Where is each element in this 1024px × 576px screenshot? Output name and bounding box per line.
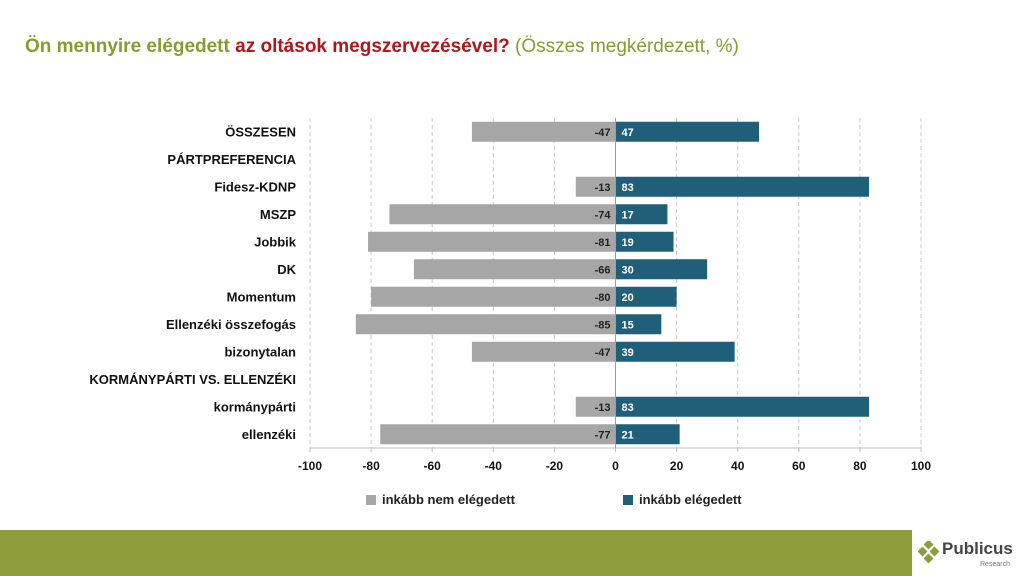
data-label-negative-7: -85 bbox=[595, 319, 611, 331]
title-part-1: Ön mennyire elégedett bbox=[25, 36, 236, 57]
data-label-positive-10: 83 bbox=[622, 402, 634, 414]
data-label-negative-2: -13 bbox=[595, 182, 611, 194]
data-label-negative-3: -74 bbox=[595, 209, 612, 221]
bar-positive-2 bbox=[615, 176, 870, 197]
x-tick-label-4: -20 bbox=[546, 459, 564, 473]
category-label-7: Ellenzéki összefogás bbox=[166, 317, 296, 332]
chart-title: Ön mennyire elégedett az oltások megszer… bbox=[25, 36, 739, 58]
bar-positive-10 bbox=[615, 396, 870, 417]
bar-negative-0 bbox=[471, 121, 616, 142]
data-label-negative-11: -77 bbox=[595, 429, 611, 441]
footer-bar: Publicus Research bbox=[0, 530, 1024, 576]
x-tick-label-2: -60 bbox=[424, 459, 442, 473]
category-label-6: Momentum bbox=[227, 289, 296, 304]
bar-negative-3 bbox=[389, 204, 616, 225]
x-tick-label-7: 40 bbox=[731, 459, 745, 473]
x-tick-label-6: 20 bbox=[670, 459, 684, 473]
x-tick-label-0: -100 bbox=[298, 459, 322, 473]
x-tick-label-9: 80 bbox=[853, 459, 867, 473]
data-label-positive-5: 30 bbox=[622, 264, 634, 276]
legend-swatch-negative bbox=[366, 494, 376, 505]
bar-negative-11 bbox=[380, 424, 616, 445]
category-label-1: PÁRTPREFERENCIA bbox=[167, 152, 296, 167]
category-label-5: DK bbox=[277, 262, 296, 277]
bar-negative-6 bbox=[371, 286, 616, 307]
logo-subtitle: Research bbox=[980, 561, 1010, 568]
title-part-3: (Összes megkérdezett, %) bbox=[509, 36, 739, 57]
category-label-9: KORMÁNYPÁRTI VS. ELLENZÉKI bbox=[89, 372, 296, 387]
legend-label-negative: inkább nem elégedett bbox=[382, 492, 515, 507]
title-part-2: az oltások megszervezésével? bbox=[235, 36, 510, 57]
data-label-negative-4: -81 bbox=[595, 237, 611, 249]
bar-positive-3 bbox=[615, 204, 668, 225]
bar-negative-8 bbox=[471, 341, 616, 362]
bar-negative-10 bbox=[575, 396, 616, 417]
category-label-10: kormánypárti bbox=[214, 399, 296, 414]
data-label-positive-4: 19 bbox=[622, 237, 634, 249]
x-tick-label-1: -80 bbox=[362, 459, 380, 473]
x-tick-label-3: -40 bbox=[485, 459, 503, 473]
footer-green-band bbox=[0, 530, 912, 576]
bar-negative-5 bbox=[413, 259, 616, 280]
data-label-positive-8: 39 bbox=[622, 347, 634, 359]
category-label-11: ellenzéki bbox=[242, 427, 296, 442]
data-label-positive-3: 17 bbox=[622, 209, 634, 221]
legend-label-positive: inkább elégedett bbox=[639, 492, 742, 507]
logo-wordmark: Publicus bbox=[942, 539, 1013, 558]
diverging-bar-chart: -100 -80 -60 -40 -20 0 20 40 60 80 100 ÖSSZESEN -47 4… bbox=[89, 118, 931, 473]
data-label-positive-11: 21 bbox=[622, 429, 634, 441]
bar-positive-6 bbox=[615, 286, 677, 307]
publicus-logo-icon bbox=[918, 541, 940, 564]
bar-positive-0 bbox=[615, 121, 760, 142]
data-label-negative-10: -13 bbox=[595, 402, 611, 414]
x-tick-label-5: 0 bbox=[612, 459, 619, 473]
x-tick-label-10: 100 bbox=[911, 459, 931, 473]
x-tick-label-8: 60 bbox=[792, 459, 806, 473]
bar-positive-4 bbox=[615, 231, 674, 252]
bar-positive-7 bbox=[615, 314, 662, 335]
bar-negative-2 bbox=[575, 176, 616, 197]
data-label-positive-6: 20 bbox=[622, 292, 634, 304]
category-label-3: MSZP bbox=[260, 207, 296, 222]
bar-negative-7 bbox=[355, 314, 616, 335]
legend-item-positive: inkább elégedett bbox=[623, 492, 742, 507]
data-label-positive-7: 15 bbox=[622, 319, 634, 331]
bar-positive-5 bbox=[615, 259, 708, 280]
bar-positive-8 bbox=[615, 341, 735, 362]
data-label-negative-8: -47 bbox=[595, 347, 611, 359]
data-label-negative-5: -66 bbox=[595, 264, 611, 276]
data-label-negative-0: -47 bbox=[595, 127, 611, 139]
category-label-4: Jobbik bbox=[254, 234, 297, 249]
bar-negative-4 bbox=[368, 231, 616, 252]
category-label-2: Fidesz-KDNP bbox=[214, 179, 296, 194]
bar-positive-11 bbox=[615, 424, 680, 445]
category-label-8: bizonytalan bbox=[224, 344, 296, 359]
publicus-logo: Publicus Research bbox=[918, 534, 1024, 574]
legend-item-negative: inkább nem elégedett bbox=[366, 492, 515, 507]
data-label-positive-0: 47 bbox=[622, 127, 634, 139]
data-label-positive-2: 83 bbox=[622, 182, 634, 194]
category-label-0: ÖSSZESEN bbox=[225, 124, 296, 139]
legend-swatch-positive bbox=[623, 494, 633, 505]
data-label-negative-6: -80 bbox=[595, 292, 611, 304]
